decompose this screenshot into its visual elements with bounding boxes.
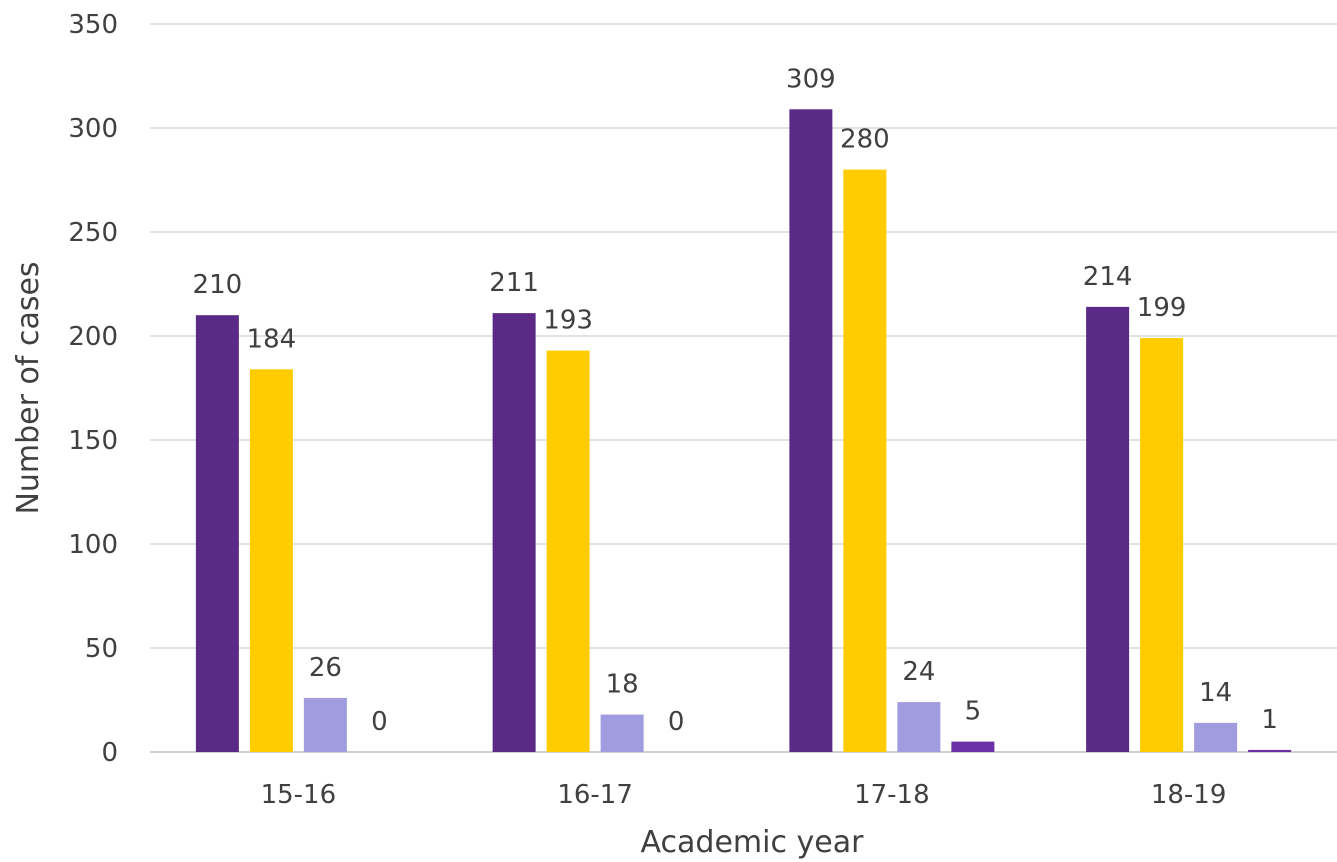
y-tick-label: 300 [68,114,118,144]
data-label: 18 [606,670,639,700]
x-axis-ticks: 15-16 16-17 17-18 18-19 [261,780,1227,810]
data-label: 0 [371,707,388,737]
bar-17-18-series-3 [897,702,941,752]
bar-17-18-series-1 [789,109,833,752]
data-label: 309 [786,64,836,94]
data-label: 211 [489,268,539,298]
y-tick-label: 100 [68,530,118,560]
y-tick-label: 150 [68,426,118,456]
bars [195,109,1292,753]
y-axis-title: Number of cases [11,261,46,514]
data-label: 210 [193,270,243,300]
bar-17-18-series-2 [843,169,887,753]
data-label: 24 [902,657,935,687]
data-label: 184 [247,324,297,354]
data-label: 14 [1199,678,1232,708]
y-tick-label: 0 [101,738,118,768]
bar-15-16-series-1 [195,315,239,752]
gridlines [150,23,1337,753]
bar-15-16-series-3 [303,697,347,752]
y-tick-label: 350 [68,10,118,40]
bar-18-19-series-2 [1140,338,1184,752]
x-axis-title: Academic year [641,825,865,860]
bar-18-19-series-1 [1086,306,1130,752]
data-label: 5 [965,697,982,727]
x-tick-label: 18-19 [1151,780,1227,810]
data-label: 0 [668,707,685,737]
y-axis-ticks: 0 50 100 150 200 250 300 350 [68,10,118,768]
data-label: 199 [1137,293,1187,323]
x-tick-label: 16-17 [557,780,633,810]
data-label: 193 [543,306,593,336]
x-tick-label: 15-16 [261,780,337,810]
data-label: 280 [840,125,890,155]
y-tick-label: 200 [68,322,118,352]
x-tick-label: 17-18 [854,780,930,810]
bar-18-19-series-3 [1194,722,1238,752]
y-tick-label: 250 [68,218,118,248]
data-label: 26 [309,653,342,683]
data-label: 214 [1083,262,1133,292]
bar-15-16-series-2 [249,369,293,752]
y-tick-label: 50 [85,634,118,664]
bar-16-17-series-2 [546,350,590,752]
bar-16-17-series-3 [600,714,644,752]
bar-16-17-series-1 [492,313,536,752]
bar-17-18-series-4 [951,741,995,752]
data-label: 1 [1261,705,1278,735]
bar-18-19-series-4 [1248,749,1292,752]
